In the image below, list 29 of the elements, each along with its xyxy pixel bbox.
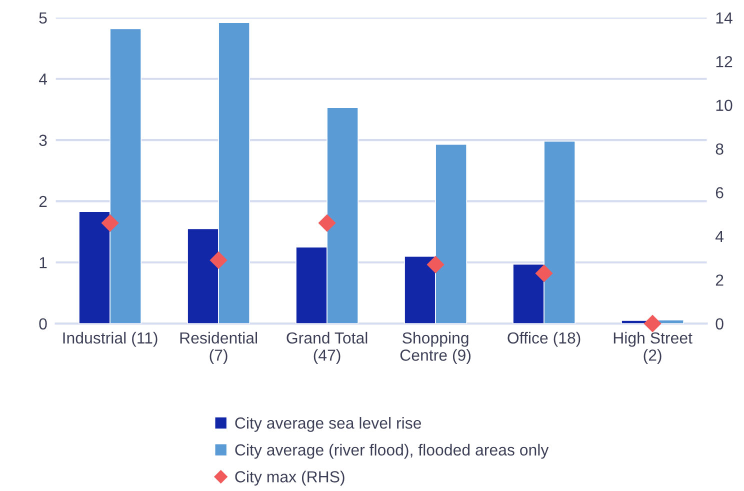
y2-tick-label: 0 bbox=[716, 318, 724, 330]
y-tick-label: 3 bbox=[39, 134, 47, 146]
x-tick-label: Shopping Centre (9) bbox=[400, 332, 471, 364]
y-tick-label: 1 bbox=[40, 257, 47, 268]
legend-label: City max (RHS) bbox=[235, 470, 344, 486]
point bbox=[536, 264, 553, 282]
y-tick-label: 2 bbox=[39, 196, 47, 207]
point bbox=[427, 256, 444, 274]
point bbox=[644, 315, 662, 332]
x-tick-label: Industrial (11) bbox=[63, 332, 158, 347]
y2-tick-label: 2 bbox=[716, 274, 724, 286]
point bbox=[318, 214, 336, 232]
y2-tick-label: 8 bbox=[716, 143, 724, 155]
point bbox=[102, 214, 119, 232]
y2-tick-label: 4 bbox=[716, 230, 724, 242]
x-tick-label: Residential (7) bbox=[180, 332, 257, 364]
x-tick-label: Grand Total (47) bbox=[286, 332, 368, 364]
y2-tick-label: 14 bbox=[716, 12, 732, 24]
y2-tick-label: 12 bbox=[716, 56, 732, 68]
legend-label: City average (river flood), flooded areas only bbox=[235, 444, 549, 459]
y-tick-label: 5 bbox=[39, 12, 47, 24]
y2-tick-label: 10 bbox=[716, 100, 732, 112]
x-tick-label: High Street (2) bbox=[614, 332, 692, 364]
y-tick-label: 4 bbox=[38, 74, 47, 85]
x-tick-label: Office (18) bbox=[508, 332, 580, 347]
legend-label: City average sea level rise bbox=[235, 416, 422, 432]
point bbox=[210, 252, 228, 269]
y-tick-label: 0 bbox=[39, 318, 47, 330]
y2-tick-label: 6 bbox=[716, 187, 724, 198]
